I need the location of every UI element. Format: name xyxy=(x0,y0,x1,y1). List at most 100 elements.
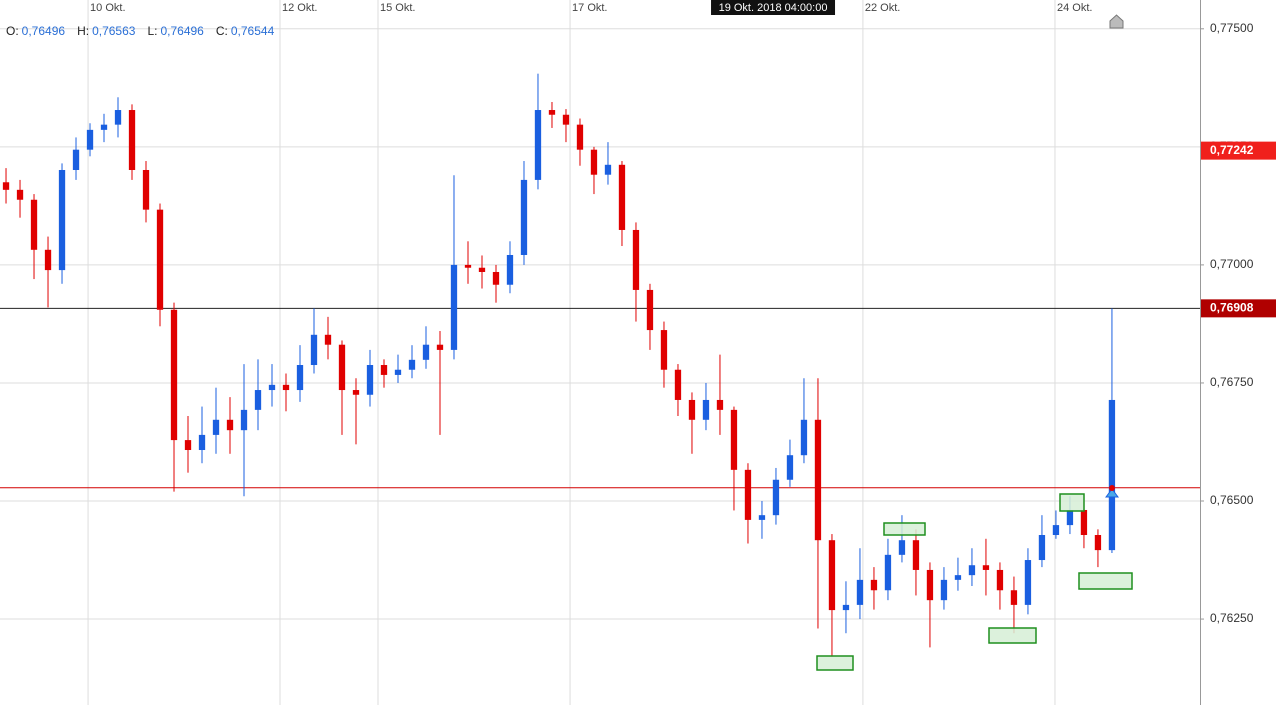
crosshair-label-bg xyxy=(711,0,836,15)
candle-body xyxy=(534,110,542,180)
candle-body xyxy=(226,419,234,431)
candle-body xyxy=(786,455,794,480)
pattern-box xyxy=(883,522,926,536)
ohlc-value: 0,76544 xyxy=(231,24,275,38)
candle-body xyxy=(954,575,962,580)
candle-body xyxy=(716,399,724,410)
candle-body xyxy=(800,419,808,456)
candle-body xyxy=(478,267,486,272)
y-tick-label: 0,77500 xyxy=(1210,21,1254,35)
candle-body xyxy=(282,384,290,391)
candle-body xyxy=(450,264,458,350)
candle-body xyxy=(72,149,80,170)
candle-body xyxy=(618,164,626,230)
candle-body xyxy=(2,182,10,190)
candle-body xyxy=(940,579,948,601)
candle-body xyxy=(1094,535,1102,551)
candle-body xyxy=(128,110,136,170)
candle-body xyxy=(1108,399,1116,551)
ohlc-key: H: xyxy=(77,24,89,38)
candle-body xyxy=(632,229,640,290)
candle-body xyxy=(1010,590,1018,605)
y-tick-label: 0,76750 xyxy=(1210,375,1254,389)
candle-body xyxy=(576,124,584,150)
candle-body xyxy=(464,264,472,268)
candle-body xyxy=(338,344,346,391)
candle-body xyxy=(310,334,318,366)
pattern-box xyxy=(988,627,1037,644)
candle-body xyxy=(380,365,388,375)
candle-body xyxy=(422,344,430,360)
x-tick-label: 15 Okt. xyxy=(380,2,415,14)
candle-body xyxy=(828,540,836,611)
candle-body xyxy=(842,604,850,611)
candle-body xyxy=(366,365,374,395)
ohlc-header: O: 0,76496 H: 0,76563 L: 0,76496 C: 0,76544 xyxy=(6,24,275,38)
candle-body xyxy=(898,540,906,555)
candle-body xyxy=(58,169,66,271)
candle-body xyxy=(702,399,710,420)
ohlc-key: C: xyxy=(216,24,228,38)
candle-body xyxy=(814,419,822,541)
ohlc-value: 0,76496 xyxy=(22,24,66,38)
candle-body xyxy=(730,409,738,470)
pattern-box xyxy=(816,655,854,671)
candle-body xyxy=(856,579,864,605)
candle-body xyxy=(436,344,444,350)
candle-body xyxy=(506,254,514,285)
candle-body xyxy=(772,479,780,516)
candle-body xyxy=(156,209,164,310)
candle-body xyxy=(184,440,192,451)
candle-body xyxy=(870,579,878,591)
y-tick-label: 0,76500 xyxy=(1210,493,1254,507)
candle-body xyxy=(758,515,766,520)
ohlc-value: 0,76563 xyxy=(92,24,136,38)
crosshair-label: 19 Okt. 2018 04:00:00 xyxy=(719,2,828,14)
home-icon[interactable] xyxy=(1109,14,1124,29)
candle-body xyxy=(674,369,682,400)
candle-body xyxy=(86,129,94,150)
price-marker xyxy=(1105,488,1119,498)
candle-body xyxy=(1066,509,1074,526)
axis: 0,775000,772500,770000,767500,765000,762… xyxy=(90,0,1276,625)
candle-body xyxy=(926,569,934,601)
candle-body xyxy=(660,330,668,370)
ohlc-value: 0,76496 xyxy=(160,24,204,38)
candle-body xyxy=(604,164,612,175)
candle-body xyxy=(394,369,402,375)
candle-body xyxy=(1052,525,1060,536)
ohlc-key: O: xyxy=(6,24,19,38)
candle-body xyxy=(324,334,332,345)
candle-body xyxy=(982,565,990,570)
x-tick-label: 24 Okt. xyxy=(1057,2,1092,14)
candles xyxy=(2,73,1116,657)
candle-body xyxy=(912,540,920,570)
candle-body xyxy=(1038,535,1046,561)
candle-body xyxy=(240,409,248,431)
candle-body xyxy=(996,569,1004,591)
candle-body xyxy=(492,271,500,285)
y-tick-label: 0,76250 xyxy=(1210,611,1254,625)
candle-body xyxy=(16,189,24,200)
candle-body xyxy=(884,554,892,591)
candle-body xyxy=(114,110,122,125)
price-badge-label: 0,76908 xyxy=(1210,301,1254,315)
candle-body xyxy=(254,390,262,410)
candle-body xyxy=(1080,509,1088,536)
candle-body xyxy=(590,149,598,175)
candle-body xyxy=(268,384,276,391)
candle-body xyxy=(212,419,220,435)
x-tick-label: 12 Okt. xyxy=(282,2,317,14)
x-tick-label: 17 Okt. xyxy=(572,2,607,14)
grid xyxy=(0,0,1200,705)
candle-body xyxy=(170,309,178,441)
pattern-box xyxy=(1078,572,1133,590)
candle-body xyxy=(198,434,206,451)
candle-body xyxy=(100,124,108,130)
candle-body xyxy=(142,169,150,210)
ohlc-key: L: xyxy=(147,24,157,38)
candle-body xyxy=(548,110,556,115)
